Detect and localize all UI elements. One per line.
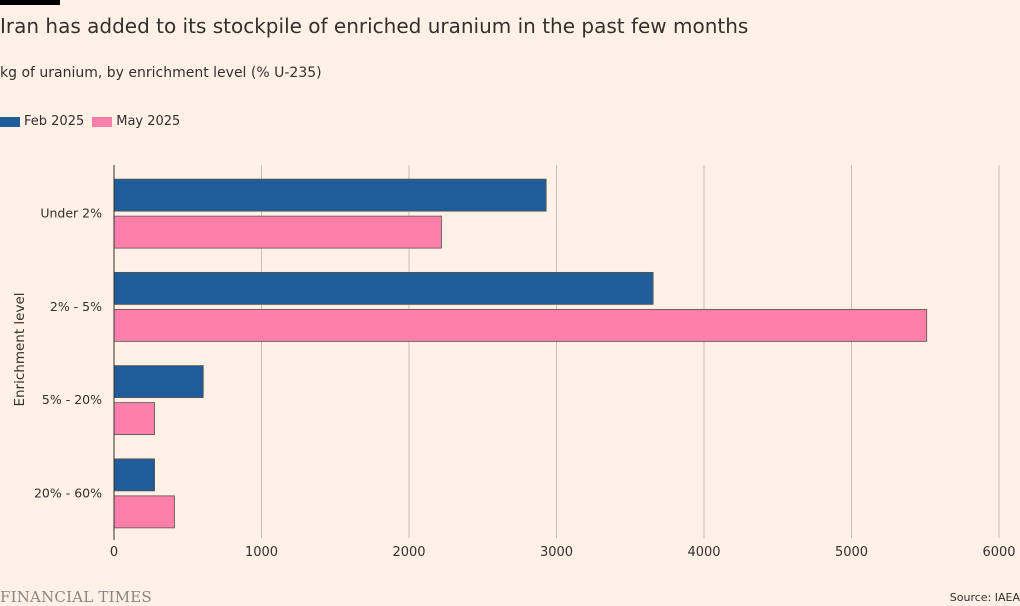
- bar-feb: [113, 271, 654, 305]
- bar-feb: [113, 365, 204, 399]
- x-tick-label: 1000: [245, 545, 278, 560]
- bar-feb: [113, 458, 155, 492]
- ft-logo: FINANCIAL TIMES: [0, 588, 152, 606]
- x-tick-label: 0: [110, 545, 118, 560]
- bar-may: [113, 308, 928, 342]
- bar-may: [113, 402, 155, 436]
- y-axis-title: Enrichment level: [12, 292, 28, 406]
- x-tick-label: 4000: [687, 545, 720, 560]
- chart-subtitle: kg of uranium, by enrichment level (% U-…: [0, 65, 322, 81]
- legend: Feb 2025 May 2025: [0, 114, 188, 129]
- y-category-label: 2% - 5%: [50, 299, 102, 314]
- legend-label-may: May 2025: [116, 114, 181, 129]
- x-tick-label: 2000: [392, 545, 425, 560]
- bar-may: [113, 215, 442, 249]
- x-tick-label: 6000: [982, 545, 1015, 560]
- y-category-label: Under 2%: [40, 206, 102, 221]
- y-category-label: 5% - 20%: [42, 392, 102, 407]
- legend-swatch-may: [92, 116, 113, 127]
- source-note: Source: IAEA: [949, 591, 1020, 604]
- bar-feb: [113, 178, 547, 212]
- legend-label-feb: Feb 2025: [24, 114, 85, 129]
- y-category-label: 20% - 60%: [34, 485, 102, 500]
- legend-swatch-feb: [0, 116, 20, 127]
- bar-may: [113, 495, 175, 529]
- x-tick-label: 3000: [540, 545, 573, 560]
- x-tick-label: 5000: [835, 545, 868, 560]
- legend-item-may: May 2025: [92, 114, 180, 129]
- chart-title: Iran has added to its stockpile of enric…: [0, 14, 749, 38]
- legend-item-feb: Feb 2025: [0, 114, 84, 129]
- ft-top-bar: [0, 0, 60, 5]
